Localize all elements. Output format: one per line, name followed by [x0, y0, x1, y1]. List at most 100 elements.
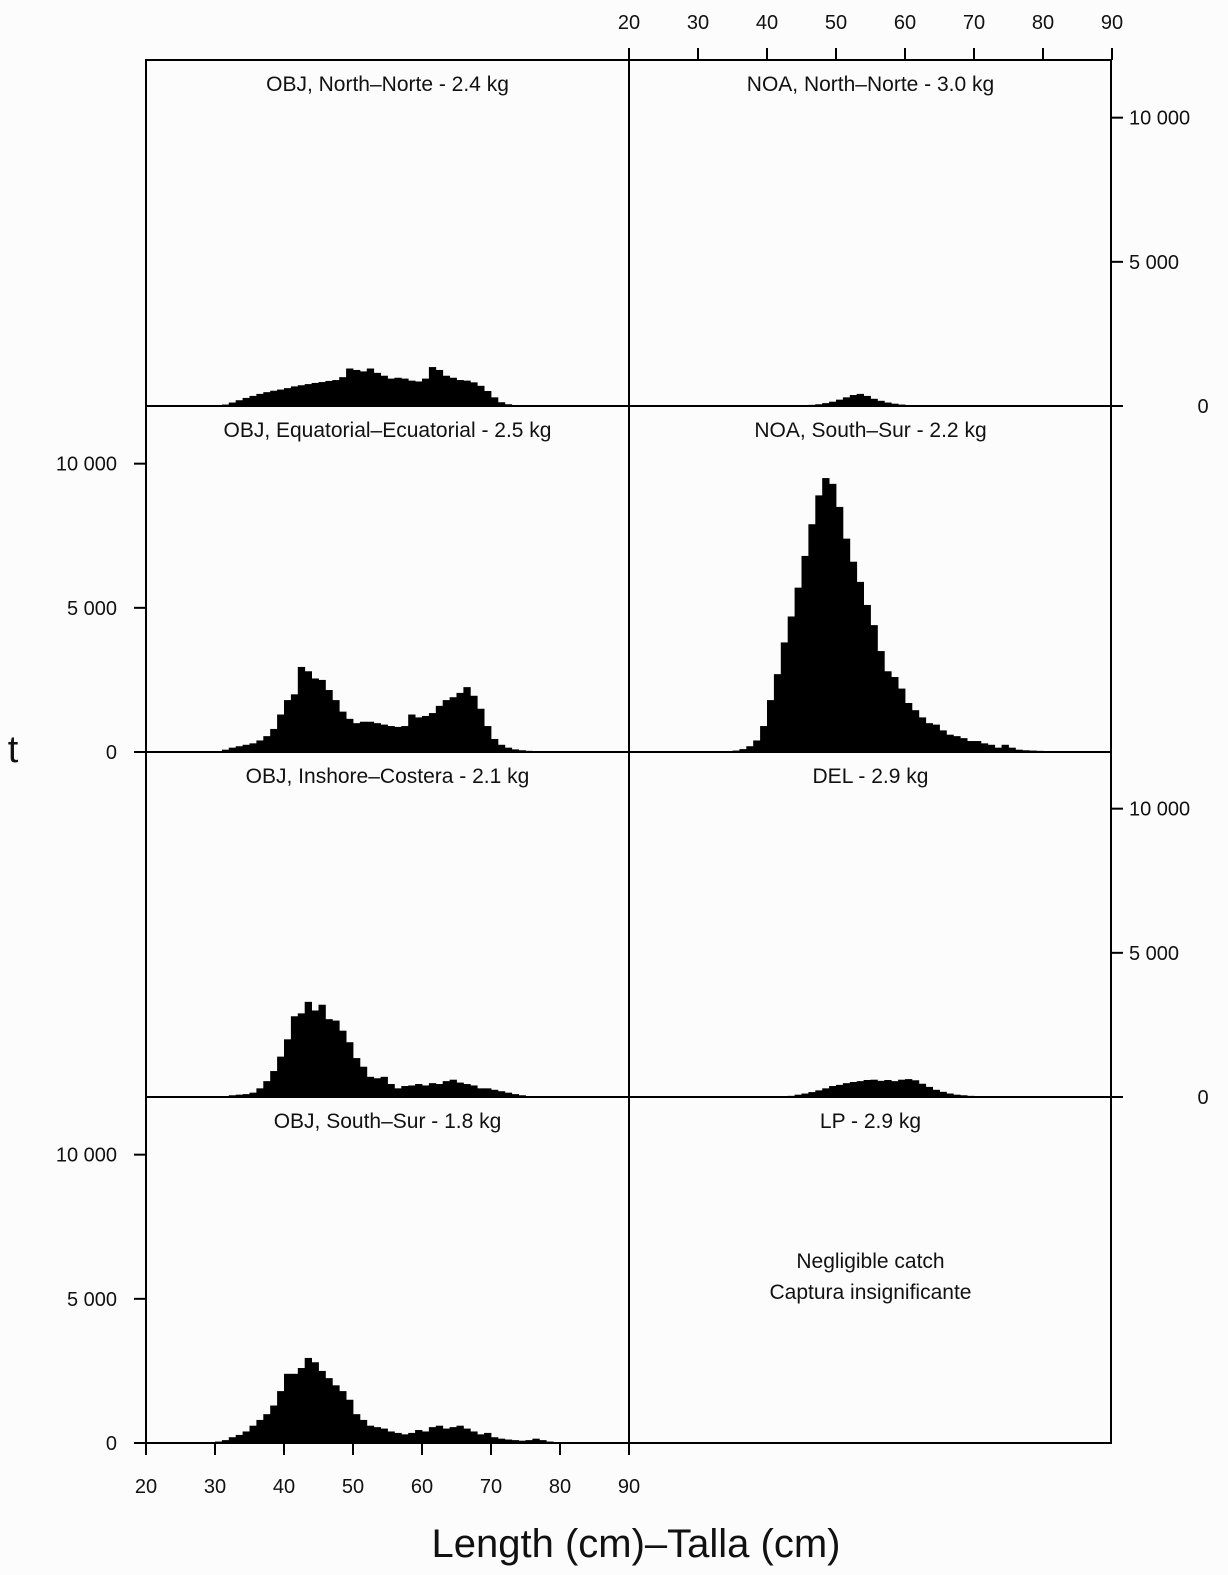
- x-tick-label: 60: [894, 12, 916, 34]
- histogram-bar: [822, 1088, 830, 1097]
- histogram-bar: [228, 402, 237, 406]
- panel-obj-north: [221, 367, 519, 406]
- y-tick-label: 5 000: [1129, 252, 1179, 274]
- histogram-bar: [898, 1079, 906, 1097]
- histogram-bar: [346, 368, 354, 406]
- histogram-bar: [346, 718, 354, 752]
- histogram-bar: [346, 1042, 354, 1097]
- histogram-bar: [394, 377, 402, 406]
- histogram-bar: [946, 1093, 954, 1097]
- histogram-bar: [387, 378, 395, 406]
- histogram-bar: [739, 749, 747, 752]
- histogram-bar: [815, 495, 823, 752]
- histogram-bar: [422, 1431, 430, 1443]
- histogram-bar: [449, 1427, 457, 1443]
- x-tick-label: 90: [618, 1476, 640, 1498]
- histogram-bar: [297, 385, 306, 406]
- histogram-bar: [1008, 747, 1016, 752]
- histogram-bar: [366, 1076, 375, 1097]
- histogram-bar: [346, 1399, 354, 1443]
- y-tick-label: 5 000: [67, 598, 117, 620]
- histogram-bar: [463, 1084, 471, 1097]
- histogram-bar: [435, 369, 444, 406]
- y-tick-label: 0: [106, 742, 117, 764]
- histogram-bar: [925, 1086, 933, 1097]
- histogram-bar: [304, 1357, 312, 1443]
- histogram-bar: [415, 1430, 423, 1443]
- histogram-bar: [366, 1425, 375, 1443]
- histogram-bar: [946, 734, 954, 752]
- histogram-bar: [497, 402, 506, 406]
- histogram-bar: [911, 710, 920, 752]
- histogram-bar: [422, 715, 430, 752]
- histogram-bar: [359, 721, 368, 752]
- histogram-bar: [435, 1084, 444, 1097]
- histogram-bar: [884, 1079, 892, 1097]
- histogram-bar: [311, 678, 319, 752]
- histogram-bar: [428, 1427, 437, 1443]
- histogram-bar: [877, 651, 885, 752]
- histogram-bar: [428, 367, 437, 406]
- histogram-bar: [332, 1385, 340, 1443]
- histogram-bar: [829, 483, 837, 752]
- histogram-bar: [263, 1081, 271, 1097]
- histogram-bar: [891, 1081, 899, 1097]
- histogram-bar: [801, 1093, 809, 1097]
- histogram-bar: [877, 400, 885, 406]
- x-tick-label: 80: [549, 1476, 571, 1498]
- histogram-bar: [925, 723, 933, 752]
- histogram-bar: [442, 700, 450, 752]
- histogram-bar: [463, 380, 471, 406]
- histogram-bar: [456, 1082, 464, 1097]
- histogram-bar: [842, 1083, 851, 1097]
- histogram-bar: [491, 397, 499, 406]
- histogram-bar: [511, 1440, 519, 1443]
- histogram-bar: [415, 717, 423, 752]
- histogram-bar: [484, 726, 492, 752]
- histogram-bar: [318, 679, 326, 752]
- histogram-bar: [387, 726, 395, 752]
- histogram-bar: [773, 674, 782, 752]
- x-tick-label: 20: [135, 1476, 157, 1498]
- y-tick-label: 10 000: [56, 454, 117, 476]
- histogram-bar: [408, 380, 416, 406]
- histogram-bar: [863, 604, 871, 752]
- histogram-bar: [808, 524, 816, 752]
- histogram-bar: [504, 1439, 513, 1443]
- histogram-bar: [863, 1079, 871, 1097]
- histogram-bar: [891, 677, 899, 752]
- histogram-bar: [884, 402, 892, 406]
- histogram-bar: [235, 400, 243, 406]
- histogram-bar: [263, 392, 271, 406]
- panel-title: OBJ, Equatorial–Ecuatorial - 2.5 kg: [223, 419, 551, 442]
- histogram-bar: [284, 388, 292, 406]
- negligible-catch-note: Negligible catch: [796, 1250, 944, 1273]
- histogram-bar: [221, 1440, 230, 1443]
- y-tick-label: 5 000: [1129, 943, 1179, 965]
- histogram-bar: [994, 747, 1002, 752]
- histogram-bar: [408, 714, 416, 752]
- histogram-bar: [242, 744, 250, 752]
- histogram-bar: [277, 1056, 285, 1097]
- x-tick-label: 40: [756, 12, 778, 34]
- histogram-bar: [918, 717, 927, 752]
- histogram-bar: [304, 671, 312, 752]
- histogram-bar: [525, 1440, 533, 1443]
- x-tick-label: 40: [273, 1476, 295, 1498]
- histogram-bar: [228, 747, 237, 752]
- histogram-bar: [387, 1084, 395, 1097]
- histogram-bar: [856, 393, 864, 406]
- histogram-bar: [456, 380, 464, 406]
- histogram-bar: [477, 1088, 485, 1097]
- histogram-bar: [484, 1088, 492, 1097]
- x-tick-label: 50: [342, 1476, 364, 1498]
- histogram-bar: [836, 506, 844, 752]
- histogram-bar: [470, 1431, 478, 1443]
- histogram-bar: [284, 1039, 292, 1097]
- histogram-bar: [449, 1079, 457, 1097]
- histogram-bar: [939, 1091, 947, 1097]
- histogram-bar: [967, 741, 975, 752]
- histogram-bar: [408, 1085, 416, 1097]
- histogram-bar: [277, 714, 285, 752]
